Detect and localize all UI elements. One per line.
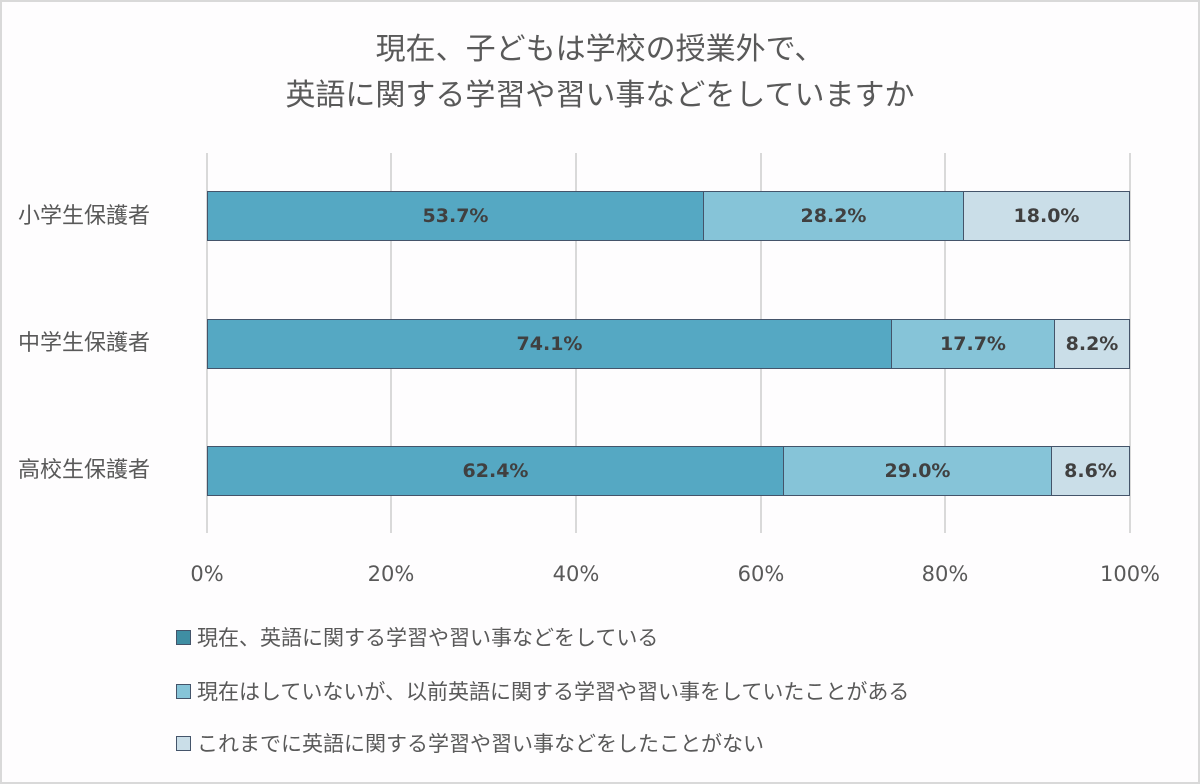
x-tick-label: 0% xyxy=(190,562,224,586)
legend-item: 現在はしていないが、以前英語に関する学習や習い事をしていたことがある xyxy=(176,676,909,706)
bar-segment: 53.7% xyxy=(207,191,703,241)
legend-label: 現在はしていないが、以前英語に関する学習や習い事をしていたことがある xyxy=(197,680,910,704)
chart-title-line-2: 英語に関する学習や習い事などをしていますか xyxy=(285,78,915,113)
legend-item: 現在、英語に関する学習や習い事などをしている xyxy=(176,622,658,652)
bar-segment: 18.0% xyxy=(963,191,1130,241)
category-label: 高校生保護者 xyxy=(18,458,151,483)
bar-segment: 8.2% xyxy=(1054,319,1130,369)
bar-segment: 62.4% xyxy=(207,446,783,496)
chart-title-line-1: 現在、子どもは学校の授業外で、 xyxy=(375,32,825,67)
x-tick-label: 40% xyxy=(552,562,600,586)
legend-item: これまでに英語に関する学習や習い事などをしたことがない xyxy=(176,728,764,758)
category-label: 中学生保護者 xyxy=(18,331,151,356)
legend-label: これまでに英語に関する学習や習い事などをしたことがない xyxy=(197,732,764,756)
bar-segment: 29.0% xyxy=(783,446,1051,496)
legend-swatch-icon xyxy=(176,735,191,751)
x-tick-label: 80% xyxy=(921,562,969,586)
x-tick-label: 100% xyxy=(1099,562,1161,586)
x-tick-label: 60% xyxy=(737,562,785,586)
category-label: 小学生保護者 xyxy=(18,204,151,229)
bar-segment: 28.2% xyxy=(703,191,963,241)
bar-segment: 17.7% xyxy=(891,319,1054,369)
legend-swatch-icon xyxy=(176,683,191,699)
bar-segment: 74.1% xyxy=(207,319,891,369)
legend-swatch-icon xyxy=(176,629,191,645)
x-tick-label: 20% xyxy=(367,562,415,586)
bar-segment: 8.6% xyxy=(1051,446,1130,496)
gridline-100 xyxy=(1129,153,1131,533)
legend-label: 現在、英語に関する学習や習い事などをしている xyxy=(197,626,659,650)
